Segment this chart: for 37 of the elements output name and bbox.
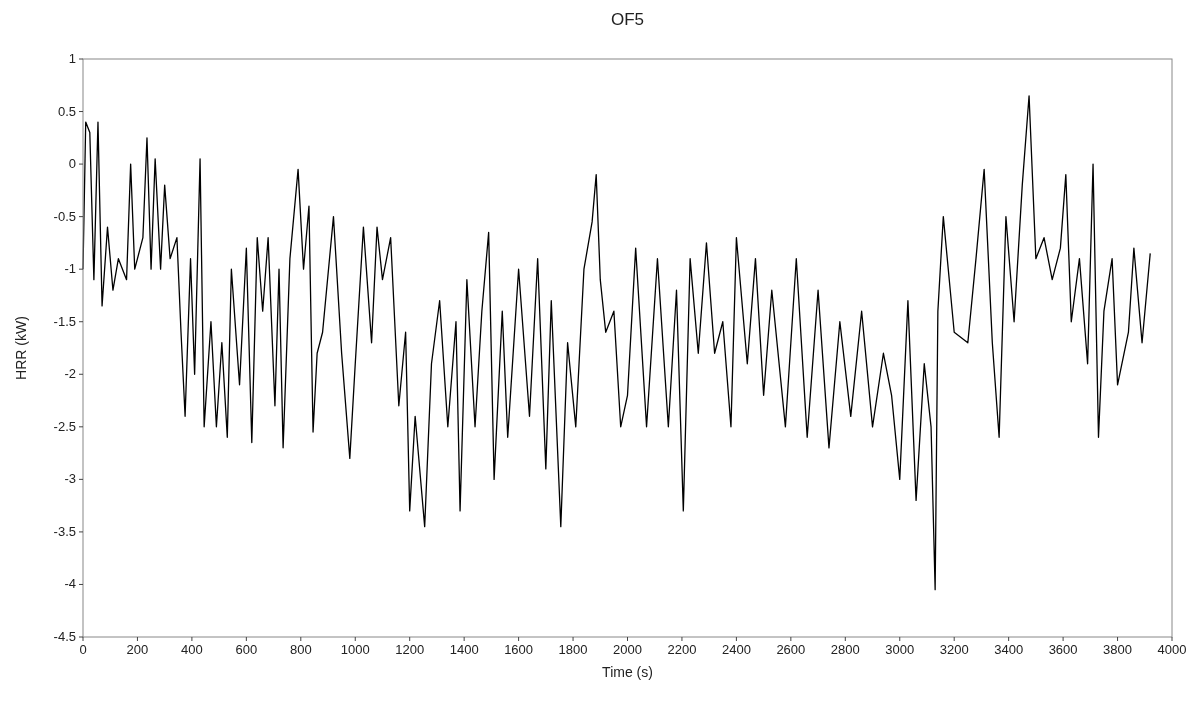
x-tick-label: 1000 (340, 642, 370, 657)
x-tick-label: 1800 (558, 642, 588, 657)
y-tick-label: -2 (64, 366, 76, 382)
x-tick-label: 400 (181, 642, 203, 657)
x-tick-label: 200 (126, 642, 149, 657)
y-tick-label: -2.5 (53, 418, 76, 434)
y-tick-label: 0 (68, 156, 76, 172)
y-tick-label: -1.5 (53, 313, 76, 329)
x-tick-label: 2800 (830, 642, 860, 657)
x-tick-label: 1200 (395, 642, 425, 657)
x-tick-label: 600 (235, 642, 258, 657)
y-tick-label: -0.5 (53, 208, 76, 224)
y-tick-label: -4 (64, 576, 76, 592)
x-tick-label: 800 (289, 642, 312, 657)
y-axis-title: HRR (kW) (13, 316, 29, 380)
x-tick-label: 2600 (776, 642, 806, 657)
y-tick-label: -3 (64, 471, 76, 487)
x-tick-label: 3800 (1103, 642, 1133, 657)
x-tick-label: 4000 (1157, 642, 1187, 657)
y-tick-label: 1 (68, 51, 76, 66)
x-tick-label: 3400 (994, 642, 1024, 657)
x-tick-label: 0 (79, 642, 87, 657)
x-tick-label: 2200 (667, 642, 697, 657)
line-series (82, 95, 1151, 591)
y-tick-label: 0.5 (57, 103, 76, 119)
x-tick-label: 2400 (721, 642, 751, 657)
x-tick-label: 1600 (504, 642, 534, 657)
y-tick-label: -1 (64, 261, 76, 277)
chart-title: OF5 (610, 10, 645, 29)
x-tick-label: 3600 (1048, 642, 1078, 657)
y-tick-label: -3.5 (53, 523, 76, 539)
x-axis-title: Time (s) (602, 664, 653, 680)
x-tick-label: 2000 (613, 642, 642, 657)
x-tick-label: 3000 (885, 642, 915, 657)
x-tick-label: 3200 (939, 642, 969, 657)
y-tick-label: -4.5 (53, 629, 76, 644)
x-tick-label: 1400 (449, 642, 479, 657)
